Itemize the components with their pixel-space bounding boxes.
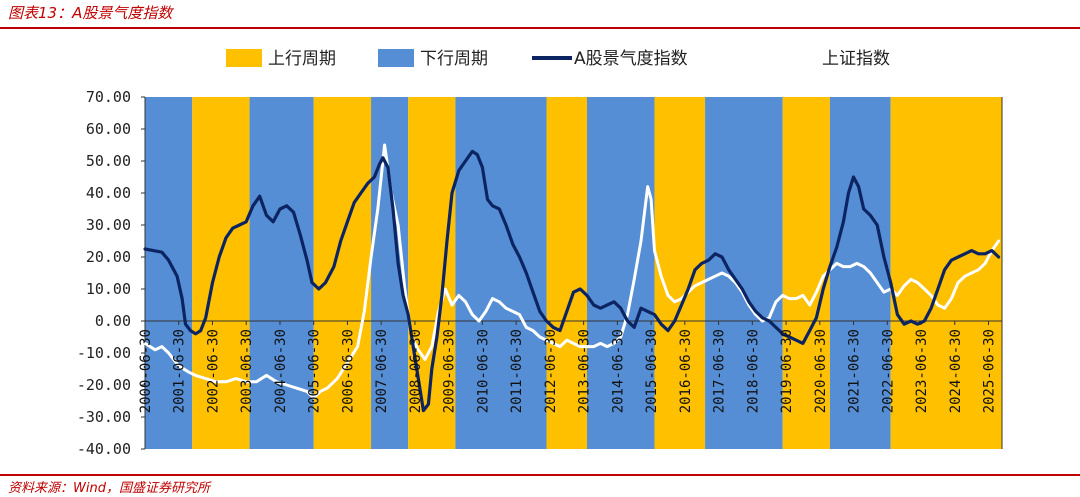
x-tick-label: 2000-06-30 [138,329,154,413]
figure-title: 图表13：A股景气度指数 [8,4,173,22]
x-tick-label: 2023-06-30 [914,329,930,413]
y-tick-label: -30.00 [77,408,131,426]
x-tick-label: 2004-06-30 [273,329,289,413]
x-tick-label: 2017-06-30 [712,329,728,413]
series-lines [143,143,1001,413]
regime-band-12 [829,97,891,449]
series-line-shanghai-composite [143,143,1001,400]
legend-label: A股景气度指数 [574,49,688,69]
regime-band-9 [654,97,706,449]
y-tick-label: 20.00 [86,248,131,266]
y-tick-label: 30.00 [86,216,131,234]
regime-band-1 [192,97,250,449]
regime-bands [145,97,1002,449]
legend: 上行周期 下行周期 A股景气度指数 上证指数 [226,49,890,69]
x-tick-label: 2015-06-30 [644,329,660,413]
regime-band-10 [705,97,783,449]
regime-band-6 [455,97,547,449]
legend-label: 上证指数 [822,49,890,69]
y-tick-label: -20.00 [77,376,131,394]
x-tick-label: 2011-06-30 [509,329,525,413]
y-tick-label: -10.00 [77,344,131,362]
x-tick-label: 2025-06-30 [982,329,998,413]
x-tick-label: 2022-06-30 [880,329,896,413]
y-tick-label: -40.00 [77,440,131,458]
y-tick-label: 0.00 [95,312,131,330]
x-tick-label: 2020-06-30 [813,329,829,413]
source-note: 资料来源：Wind，国盛证券研究所 [8,481,210,496]
x-tick-label: 2012-06-30 [543,329,559,413]
x-tick-label: 2008-06-30 [408,329,424,413]
y-tick-labels: 70.00 60.00 50.00 40.00 30.00 20.00 10.00 0.00 -… [77,88,131,458]
regime-band-7 [546,97,587,449]
x-tick-label: 2006-06-30 [340,329,356,413]
x-tick-label: 2001-06-30 [172,329,188,413]
y-tick-label: 50.00 [86,152,131,170]
regime-band-5 [408,97,456,449]
regime-band-11 [782,97,830,449]
x-tick-label: 2007-06-30 [374,329,390,413]
regime-band-0 [145,97,193,449]
x-tick-label: 2003-06-30 [239,329,255,413]
x-tick-label: 2019-06-30 [779,329,795,413]
y-tick-label: 70.00 [86,88,131,106]
legend-label: 下行周期 [420,49,488,69]
x-tick-label: 2002-06-30 [205,329,221,413]
x-tick-label: 2021-06-30 [847,329,863,413]
legend-label: 上行周期 [268,49,336,69]
x-tick-label: 2016-06-30 [678,329,694,413]
regime-band-8 [586,97,655,449]
bottom-rule [0,474,1080,476]
legend-swatch [226,49,262,67]
y-tick-label: 10.00 [86,280,131,298]
regime-band-13 [890,97,949,449]
x-tick-label: 2018-06-30 [745,329,761,413]
chart: 上行周期 下行周期 A股景气度指数 上证指数 70.00 60.00 50.00 40.00… [77,49,1003,458]
series-line-a-share-index [143,149,1001,413]
x-tick-labels: 2000-06-30 2001-06-30 2002-06-30 2003-06-30… [138,329,998,413]
legend-swatch [378,49,414,67]
y-tick-label: 40.00 [86,184,131,202]
x-tick-label: 2013-06-30 [577,329,593,413]
axes [141,96,1003,450]
x-tick-label: 2024-06-30 [948,329,964,413]
y-tick-label: 60.00 [86,120,131,138]
top-rule [0,27,1080,29]
x-tick-label: 2009-06-30 [442,329,458,413]
x-tick-label: 2014-06-30 [610,329,626,413]
x-tick-label: 2010-06-30 [475,329,491,413]
x-tick-label: 2005-06-30 [307,329,323,413]
